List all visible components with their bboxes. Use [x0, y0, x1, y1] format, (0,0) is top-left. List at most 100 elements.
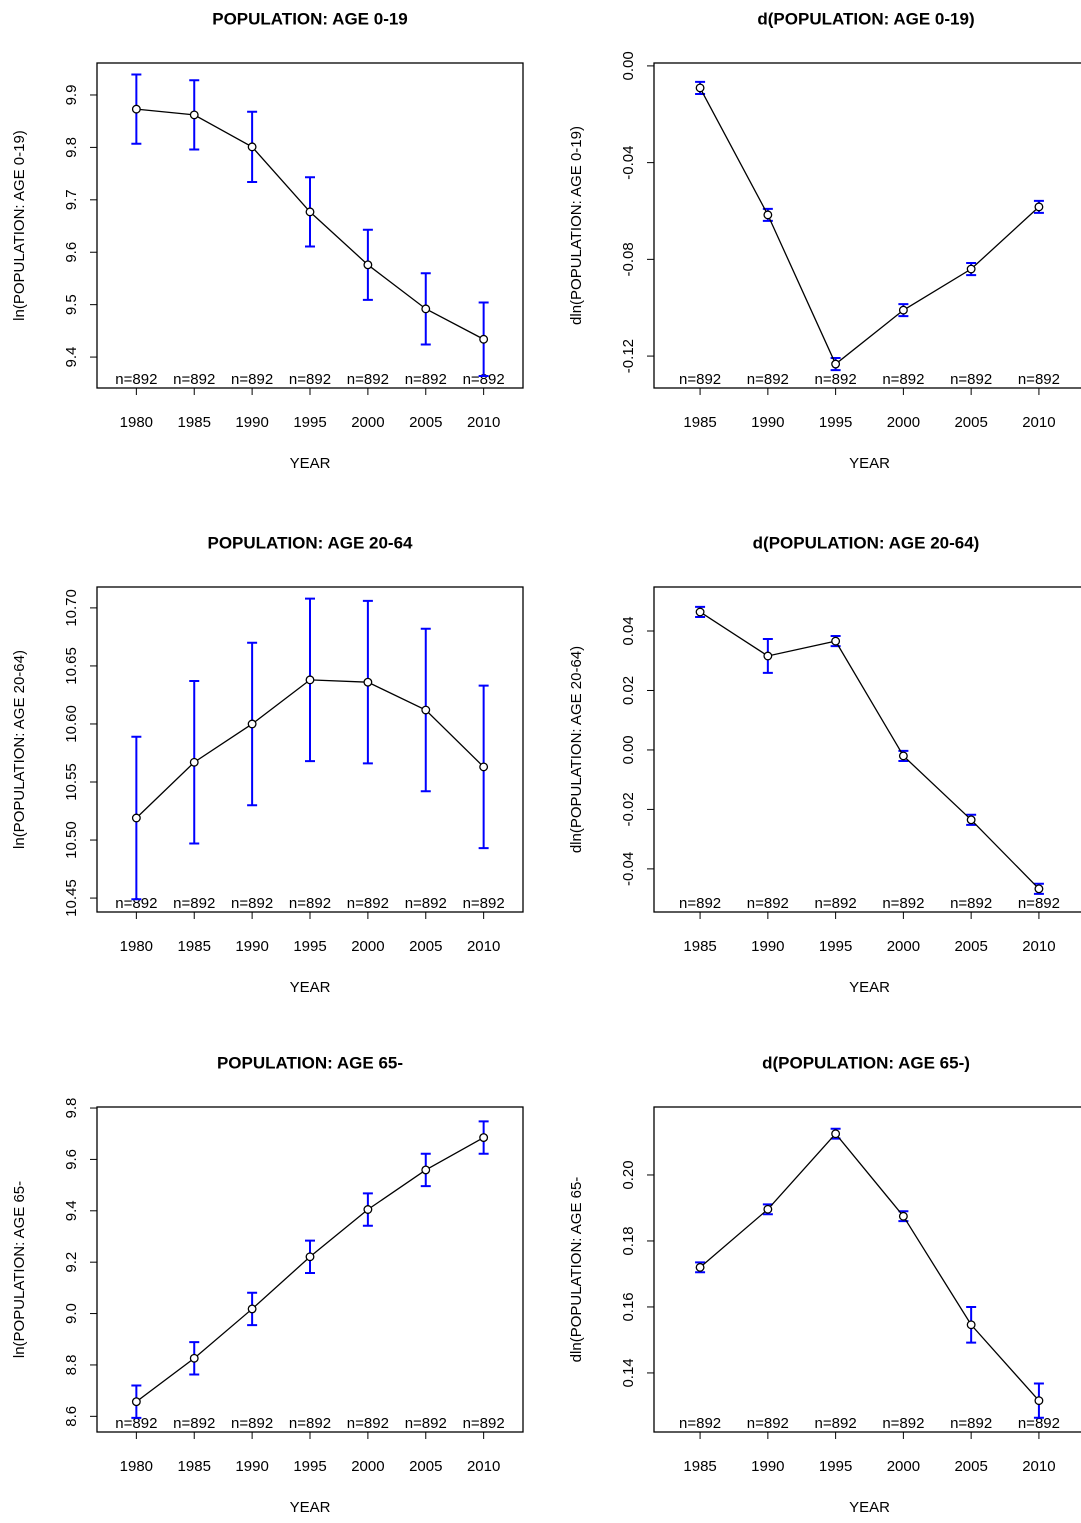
n-label: n=892 [347, 895, 389, 912]
y-tick-label: 9.5 [63, 294, 80, 315]
x-tick-label: 1990 [235, 414, 268, 431]
panel: d(POPULATION: AGE 65-) YEAR dln(POPULATION… [568, 1053, 1081, 1516]
n-label: n=892 [882, 371, 924, 388]
x-tick-label: 2005 [954, 938, 987, 955]
x-tick-label: 2010 [467, 938, 500, 955]
point [1034, 884, 1044, 894]
n-label: n=892 [950, 895, 992, 912]
point [131, 104, 141, 114]
y-tick-label: 10.70 [63, 589, 80, 627]
point [305, 1252, 315, 1262]
y-axis-label: ln(POPULATION: AGE 0-19) [11, 130, 28, 321]
n-label: n=892 [347, 1415, 389, 1432]
point [831, 636, 841, 646]
x-tick-label: 1990 [235, 1458, 268, 1475]
point [898, 751, 908, 761]
panel: POPULATION: AGE 0-19 YEAR ln(POPULATION: A… [11, 9, 524, 472]
n-label: n=892 [463, 371, 505, 388]
x-axis-label: YEAR [849, 979, 890, 996]
y-axis-label: dln(POPULATION: AGE 20-64) [568, 646, 585, 853]
panel: d(POPULATION: AGE 0-19) YEAR dln(POPULATIO… [568, 9, 1081, 472]
n-label: n=892 [405, 1415, 447, 1432]
point [966, 815, 976, 825]
point [305, 675, 315, 685]
y-axis-label: dln(POPULATION: AGE 0-19) [568, 126, 585, 325]
x-tick-label: 2000 [351, 1458, 384, 1475]
n-label: n=892 [463, 1415, 505, 1432]
n-label: n=892 [347, 371, 389, 388]
y-tick-label: 9.6 [63, 242, 80, 263]
x-tick-label: 1980 [120, 1458, 153, 1475]
x-tick-label: 2005 [409, 414, 442, 431]
n-label: n=892 [115, 371, 157, 388]
y-tick-label: 9.6 [63, 1149, 80, 1170]
y-axis-label: ln(POPULATION: AGE 20-64) [11, 650, 28, 849]
x-tick-label: 2005 [409, 1458, 442, 1475]
y-tick-label: 10.60 [63, 705, 80, 743]
y-tick-label: -0.12 [620, 339, 637, 373]
point [695, 607, 705, 617]
x-tick-label: 1985 [178, 414, 211, 431]
y-axis-label: dln(POPULATION: AGE 65- [568, 1177, 585, 1363]
x-axis-label: YEAR [290, 455, 331, 472]
n-label: n=892 [882, 895, 924, 912]
y-tick-label: 9.7 [63, 189, 80, 210]
y-tick-label: 10.55 [63, 763, 80, 801]
point [247, 719, 257, 729]
x-tick-label: 1990 [751, 414, 784, 431]
y-tick-label: -0.04 [620, 852, 637, 886]
n-label: n=892 [289, 1415, 331, 1432]
n-label: n=892 [405, 371, 447, 388]
n-label: n=892 [289, 371, 331, 388]
n-label: n=892 [679, 371, 721, 388]
n-label: n=892 [289, 895, 331, 912]
y-tick-label: -0.08 [620, 242, 637, 276]
point [831, 359, 841, 369]
panel: POPULATION: AGE 65- YEAR ln(POPULATION: AG… [11, 1053, 524, 1516]
point [966, 1320, 976, 1330]
point [966, 264, 976, 274]
x-tick-label: 2000 [887, 1458, 920, 1475]
x-tick-label: 1980 [120, 938, 153, 955]
panel: d(POPULATION: AGE 20-64) YEAR dln(POPULATI… [568, 533, 1081, 996]
chart-title: POPULATION: AGE 0-19 [212, 9, 408, 28]
y-tick-label: 0.14 [620, 1358, 637, 1387]
x-tick-label: 1995 [819, 1458, 852, 1475]
x-tick-label: 1985 [178, 938, 211, 955]
x-tick-label: 2010 [1022, 414, 1055, 431]
n-label: n=892 [747, 895, 789, 912]
x-tick-label: 2000 [887, 414, 920, 431]
y-tick-label: 0.00 [620, 51, 637, 80]
x-tick-label: 1980 [120, 414, 153, 431]
y-tick-label: 8.6 [63, 1406, 80, 1427]
point [763, 651, 773, 661]
n-label: n=892 [173, 895, 215, 912]
y-tick-label: 9.8 [63, 1098, 80, 1119]
point [1034, 202, 1044, 212]
y-tick-label: 9.0 [63, 1303, 80, 1324]
y-tick-label: 9.4 [63, 347, 80, 368]
n-label: n=892 [231, 1415, 273, 1432]
n-label: n=892 [1018, 371, 1060, 388]
x-tick-label: 2000 [351, 938, 384, 955]
point [479, 762, 489, 772]
n-label: n=892 [950, 1415, 992, 1432]
point [247, 1304, 257, 1314]
y-tick-label: 0.04 [620, 616, 637, 645]
chart-title: d(POPULATION: AGE 20-64) [753, 533, 980, 552]
x-tick-label: 1995 [293, 938, 326, 955]
point [247, 142, 257, 152]
x-tick-label: 2010 [467, 414, 500, 431]
n-label: n=892 [1018, 895, 1060, 912]
n-label: n=892 [747, 371, 789, 388]
y-tick-label: 0.00 [620, 735, 637, 764]
mean-line [699, 611, 1040, 890]
point [695, 1262, 705, 1272]
x-tick-label: 1990 [751, 938, 784, 955]
x-tick-label: 2000 [887, 938, 920, 955]
point [1034, 1396, 1044, 1406]
x-tick-label: 1985 [683, 938, 716, 955]
x-tick-label: 2010 [1022, 938, 1055, 955]
n-label: n=892 [679, 895, 721, 912]
